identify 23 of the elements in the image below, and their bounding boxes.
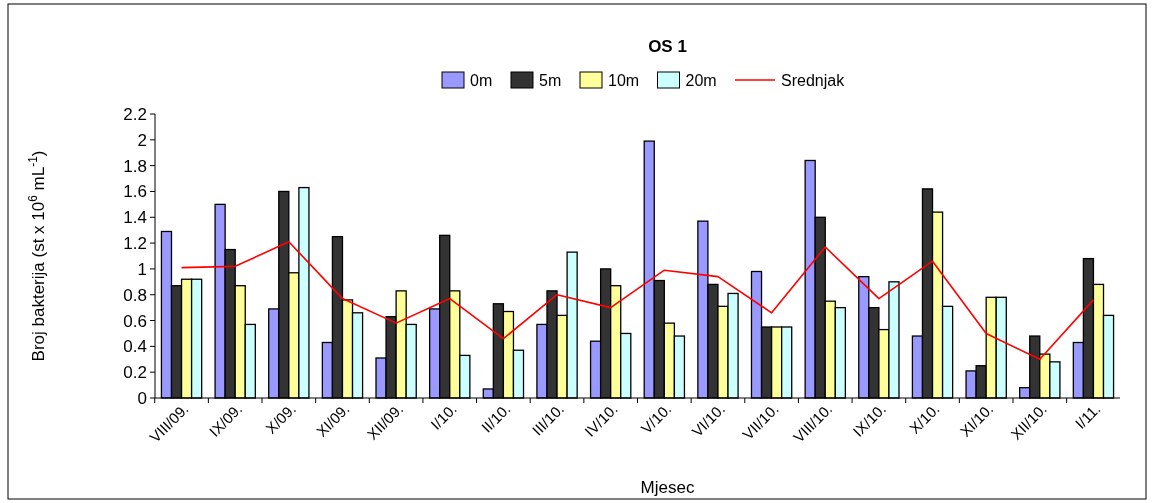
y-tick-label: 2.2 xyxy=(123,105,147,124)
y-tick-label: 0.8 xyxy=(123,285,147,305)
y-tick-label: 1.6 xyxy=(123,182,147,202)
y-tick-label: 0.4 xyxy=(123,337,147,357)
y-tick-label: 1 xyxy=(137,259,147,279)
legend-label: Srednjak xyxy=(781,72,846,89)
legend-label: 20m xyxy=(685,72,717,89)
y-tick-label: 1.2 xyxy=(123,234,147,254)
x-tick-label: V/10. xyxy=(637,400,675,437)
y-tick-label: 0.2 xyxy=(123,363,147,383)
y-tick-label: 0.6 xyxy=(123,311,147,331)
line-series xyxy=(180,241,1095,361)
x-tick-label: I/11. xyxy=(1071,400,1104,432)
legend-label: 10m xyxy=(608,72,640,89)
y-tick-label: 0 xyxy=(137,389,147,408)
legend-label: 5m xyxy=(539,72,562,89)
chart-title: OS 1 xyxy=(648,37,687,56)
x-axis-title: Mjesec xyxy=(640,478,695,497)
y-tick-label: 1.4 xyxy=(123,208,147,228)
y-tick-label: 1.8 xyxy=(123,156,147,176)
x-tick-label: I/10. xyxy=(427,400,460,433)
y-tick-label: 2 xyxy=(137,130,147,150)
legend-label: 0m xyxy=(470,72,493,89)
